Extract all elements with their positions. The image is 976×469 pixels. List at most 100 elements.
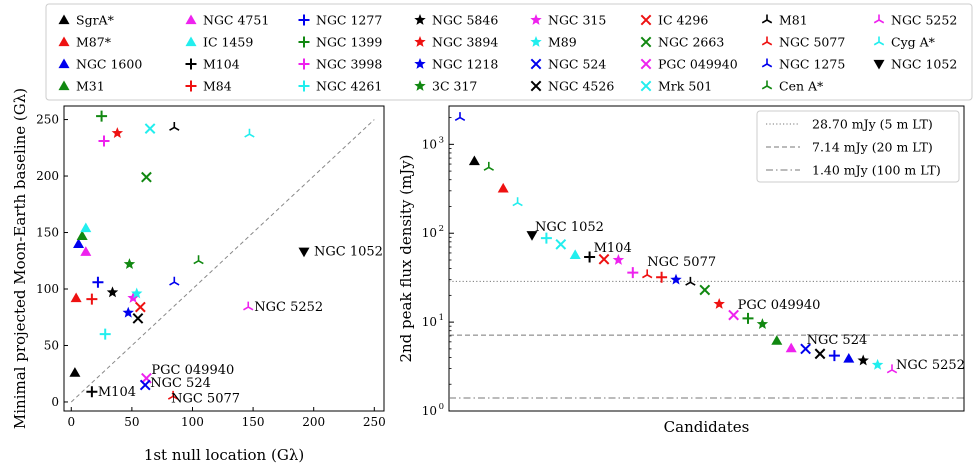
y-tick-exponent: 2 bbox=[439, 224, 444, 234]
legend-marker bbox=[185, 80, 197, 92]
data-point bbox=[526, 231, 538, 241]
legend-marker bbox=[58, 14, 70, 25]
annotation: NGC 524 bbox=[807, 333, 868, 348]
data-point bbox=[627, 267, 639, 279]
legend-label: M87* bbox=[76, 35, 112, 50]
legend-marker bbox=[640, 80, 652, 92]
legend-marker bbox=[58, 80, 70, 91]
x-tick-label: 100 bbox=[181, 415, 204, 429]
y-tick-exponent: 3 bbox=[439, 135, 444, 145]
legend-label: Cen A* bbox=[779, 79, 824, 94]
data-point bbox=[86, 293, 98, 305]
data-point bbox=[86, 386, 98, 398]
data-point bbox=[642, 269, 653, 279]
data-point bbox=[656, 271, 668, 283]
legend-label: IC 4296 bbox=[658, 13, 708, 28]
legend-label: M104 bbox=[203, 57, 240, 72]
data-point bbox=[555, 238, 567, 250]
legend: SgrA* M87* NGC 1600 M31 NGC 4751 IC 1459 M104 M… bbox=[45, 3, 973, 101]
right-axes-frame bbox=[448, 105, 965, 412]
legend-marker bbox=[761, 58, 773, 68]
data-point bbox=[886, 364, 898, 374]
data-point bbox=[512, 197, 523, 207]
legend-marker bbox=[761, 36, 773, 46]
legend-marker bbox=[530, 58, 542, 70]
annotation: M104 bbox=[594, 241, 632, 256]
legend-label: NGC 4751 bbox=[203, 13, 269, 28]
data-point bbox=[569, 249, 581, 260]
y-tick-label: 50 bbox=[44, 338, 59, 352]
data-point bbox=[80, 246, 92, 256]
data-point bbox=[612, 253, 625, 265]
y-tick-label: 100 bbox=[36, 282, 59, 296]
legend-label: NGC 2663 bbox=[658, 35, 724, 50]
reference-line bbox=[70, 119, 375, 403]
data-point bbox=[243, 301, 254, 311]
legend-label: NGC 5077 bbox=[779, 35, 845, 50]
data-point bbox=[169, 276, 180, 286]
data-point bbox=[193, 255, 204, 265]
legend-label: NGC 4526 bbox=[548, 79, 614, 94]
y-axis-label: Minimal projected Moon-Earth baseline (G… bbox=[11, 88, 29, 429]
x-tick-label: 200 bbox=[302, 415, 325, 429]
annotation: NGC 5252 bbox=[254, 300, 323, 315]
data-point bbox=[76, 230, 88, 241]
x-tick-label: 250 bbox=[363, 415, 386, 429]
data-point bbox=[73, 238, 85, 248]
legend-label: NGC 1399 bbox=[316, 35, 382, 50]
y-tick-label: 10 bbox=[422, 315, 437, 329]
data-point bbox=[843, 352, 855, 363]
data-point bbox=[756, 318, 769, 329]
data-point bbox=[111, 127, 124, 138]
data-point bbox=[670, 273, 682, 285]
data-point bbox=[131, 287, 143, 299]
x-tick-label: 50 bbox=[124, 415, 139, 429]
legend-marker bbox=[58, 58, 70, 69]
legend-marker bbox=[414, 14, 426, 25]
threshold-legend-label: 7.14 mJy (20 m LT) bbox=[812, 140, 933, 155]
annotation: M104 bbox=[98, 385, 136, 400]
data-point bbox=[468, 155, 480, 166]
data-point bbox=[139, 379, 151, 391]
legend-marker bbox=[298, 14, 310, 26]
data-point bbox=[123, 258, 136, 269]
data-point bbox=[540, 232, 552, 244]
y-tick-label: 200 bbox=[36, 169, 59, 183]
threshold-legend-frame bbox=[756, 110, 960, 183]
annotation: NGC 5077 bbox=[171, 391, 240, 406]
data-point bbox=[497, 182, 509, 193]
legend-label: Mrk 501 bbox=[658, 79, 712, 94]
y-tick-label: 10 bbox=[422, 226, 437, 240]
y-tick-exponent: 1 bbox=[439, 313, 444, 323]
legend-label: M81 bbox=[779, 13, 808, 28]
data-point bbox=[598, 253, 610, 265]
legend-marker bbox=[530, 80, 542, 92]
legend-marker bbox=[298, 36, 310, 48]
data-point bbox=[685, 276, 696, 286]
y-tick-label: 10 bbox=[422, 404, 437, 418]
data-point bbox=[771, 335, 783, 345]
legend-marker bbox=[298, 80, 310, 92]
legend-label: NGC 3998 bbox=[316, 57, 382, 72]
data-point bbox=[167, 390, 179, 400]
data-point bbox=[728, 309, 739, 321]
legend-label: Cyg A* bbox=[891, 35, 936, 50]
data-point bbox=[857, 354, 869, 366]
legend-marker bbox=[185, 14, 197, 25]
data-point bbox=[80, 222, 92, 233]
x-axis-label: 1st null location (Gλ) bbox=[144, 446, 304, 464]
legend-marker bbox=[530, 14, 542, 25]
legend-label: NGC 1052 bbox=[891, 57, 957, 72]
y-tick-label: 0 bbox=[51, 395, 59, 409]
data-point bbox=[584, 251, 596, 263]
data-point bbox=[483, 161, 494, 171]
x-tick-label: 150 bbox=[242, 415, 265, 429]
data-point bbox=[106, 286, 119, 298]
threshold-legend-label: 1.40 mJy (100 m LT) bbox=[812, 163, 941, 178]
legend-marker bbox=[414, 36, 426, 47]
legend-label: M31 bbox=[76, 79, 105, 94]
legend-label: M89 bbox=[548, 35, 577, 50]
legend-label: NGC 1277 bbox=[316, 13, 382, 28]
data-point bbox=[298, 247, 310, 258]
